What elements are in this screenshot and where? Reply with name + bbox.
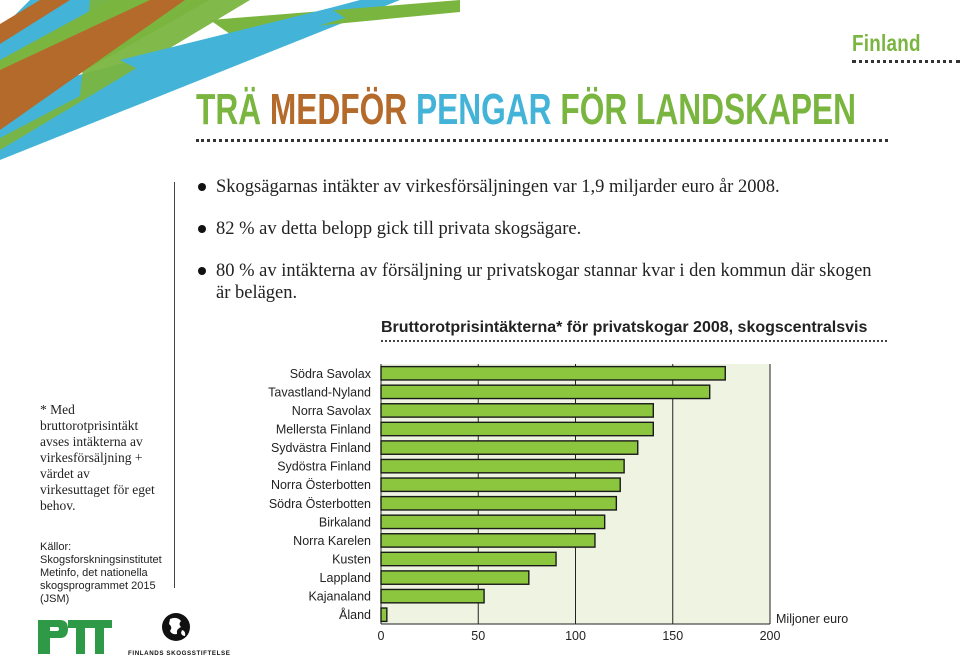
headline-word-1: TRÄ — [196, 85, 270, 134]
globe-emblem-icon — [162, 613, 190, 641]
side-divider-line — [174, 182, 175, 588]
bar — [380, 365, 726, 381]
bullet-item: Skogsägarnas intäkter av virkesförsäljni… — [196, 176, 886, 198]
headline-divider — [196, 139, 888, 142]
headline-word-3: PENGAR — [415, 85, 561, 134]
brush-stroke-decoration — [0, 0, 460, 160]
bullet-item: 80 % av intäkterna av försäljning ur pri… — [196, 260, 886, 304]
sources-text: Källor: Skogsforskningsinstitutet Metinf… — [40, 541, 162, 605]
bar — [380, 588, 485, 604]
x-tick-label: 150 — [662, 629, 683, 643]
bar — [380, 551, 557, 567]
bar — [380, 477, 621, 493]
category-label: Mellersta Finland — [276, 423, 371, 437]
bar — [380, 384, 711, 400]
category-label: Norra Karelen — [293, 534, 371, 548]
category-label: Birkaland — [319, 515, 371, 529]
bar — [380, 421, 654, 437]
headline-word-2: MEDFÖR — [269, 85, 416, 134]
country-divider — [852, 60, 960, 63]
category-label: Norra Savolax — [292, 404, 372, 418]
category-label: Sydöstra Finland — [277, 460, 371, 474]
category-label: Sydvästra Finland — [271, 441, 371, 455]
x-tick-label: 200 — [760, 629, 781, 643]
country-label: Finland — [852, 30, 921, 56]
bar — [380, 403, 654, 418]
chart-title-divider — [381, 340, 887, 342]
category-label: Södra Österbotten — [269, 497, 371, 511]
category-label: Lappland — [320, 571, 371, 585]
bullet-list: Skogsägarnas intäkter av virkesförsäljni… — [196, 176, 886, 324]
category-label: Kusten — [332, 553, 371, 567]
x-tick-label: 0 — [378, 629, 385, 643]
x-axis-label: Miljoner euro — [776, 612, 848, 626]
page-headline: TRÄ MEDFÖR PENGAR FÖR LANDSKAPEN — [196, 84, 856, 136]
x-tick-label: 50 — [471, 629, 485, 643]
bar — [380, 533, 596, 548]
category-label: Södra Savolax — [290, 367, 372, 381]
bar — [380, 495, 618, 511]
bar — [380, 458, 625, 474]
chart-title: Bruttorotprisintäkterna* för privatskoga… — [381, 319, 868, 336]
x-tick-label: 100 — [565, 629, 586, 643]
ptt-logo — [38, 620, 112, 654]
headline-word-4: FÖR LANDSKAPEN — [560, 85, 857, 134]
logo-caption: FINLANDS SKOGSSTIFTELSE — [128, 650, 231, 657]
category-label: Norra Österbotten — [271, 478, 371, 492]
footnote-text: * Med bruttorotprisintäkt avses intäkter… — [40, 402, 155, 513]
bar — [380, 607, 388, 623]
bar — [380, 440, 639, 455]
bar — [380, 570, 530, 585]
bar — [380, 514, 606, 530]
category-label: Kajanaland — [308, 590, 371, 604]
category-label: Åland — [339, 607, 371, 622]
finlands-skogsstiftelse-logo: FINLANDS SKOGSSTIFTELSE — [128, 612, 231, 657]
bullet-item: 82 % av detta belopp gick till privata s… — [196, 218, 886, 240]
category-label: Tavastland-Nyland — [268, 385, 371, 399]
